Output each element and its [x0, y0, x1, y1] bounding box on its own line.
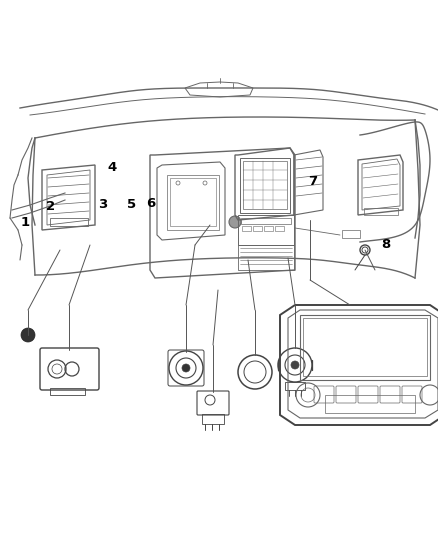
- Circle shape: [21, 328, 35, 342]
- Circle shape: [229, 216, 241, 228]
- Bar: [285, 382, 305, 390]
- Text: 6: 6: [146, 197, 156, 210]
- Bar: [275, 226, 284, 231]
- Bar: [303, 318, 427, 376]
- Text: 5: 5: [127, 198, 136, 211]
- Bar: [240, 158, 290, 213]
- Bar: [300, 315, 430, 380]
- Text: 7: 7: [308, 175, 317, 188]
- Bar: [253, 226, 262, 231]
- Text: 4: 4: [107, 161, 117, 174]
- Bar: [170, 178, 216, 226]
- Bar: [342, 230, 360, 238]
- Text: 1: 1: [21, 216, 30, 229]
- Bar: [50, 388, 85, 395]
- Bar: [364, 208, 398, 215]
- Bar: [264, 226, 273, 231]
- Circle shape: [291, 361, 299, 369]
- Bar: [238, 245, 294, 270]
- Bar: [241, 218, 291, 224]
- Bar: [238, 215, 294, 245]
- Bar: [167, 175, 219, 230]
- Text: 2: 2: [46, 200, 55, 213]
- Bar: [202, 414, 224, 424]
- Circle shape: [182, 364, 190, 372]
- Text: 8: 8: [381, 238, 391, 251]
- Bar: [242, 226, 251, 231]
- Bar: [243, 161, 287, 209]
- Bar: [325, 395, 415, 413]
- Bar: [50, 218, 88, 226]
- Text: 3: 3: [98, 198, 108, 211]
